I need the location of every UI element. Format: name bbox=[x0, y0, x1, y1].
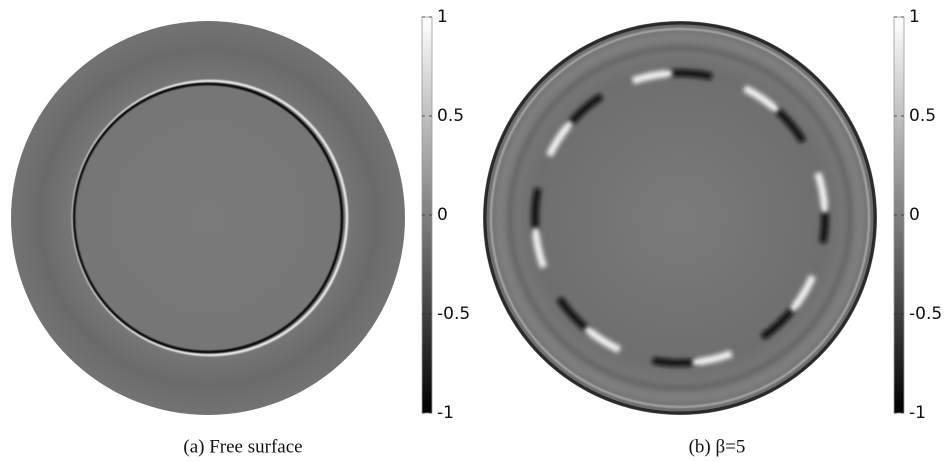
caption: (b) β=5 bbox=[689, 436, 746, 457]
colorbar-tick-label: 0.5 bbox=[909, 106, 936, 126]
colorbar-tick-label: 0 bbox=[909, 205, 920, 225]
colorbar-tick-label: 1 bbox=[909, 7, 920, 27]
colorbar-tick-label: -1 bbox=[909, 403, 926, 423]
caption: (a) Free surface bbox=[183, 436, 302, 457]
colorbar-tick-label: 1 bbox=[437, 7, 448, 27]
colorbar-tick-label: 0 bbox=[437, 205, 448, 225]
field-b bbox=[483, 21, 877, 415]
colorbar-tick-label: -0.5 bbox=[437, 304, 470, 324]
colorbar-tick-label: -1 bbox=[437, 403, 454, 423]
colorbar-tick-label: 0.5 bbox=[437, 106, 464, 126]
field-a bbox=[11, 21, 405, 415]
colorbar-tick-label: -0.5 bbox=[909, 304, 942, 324]
